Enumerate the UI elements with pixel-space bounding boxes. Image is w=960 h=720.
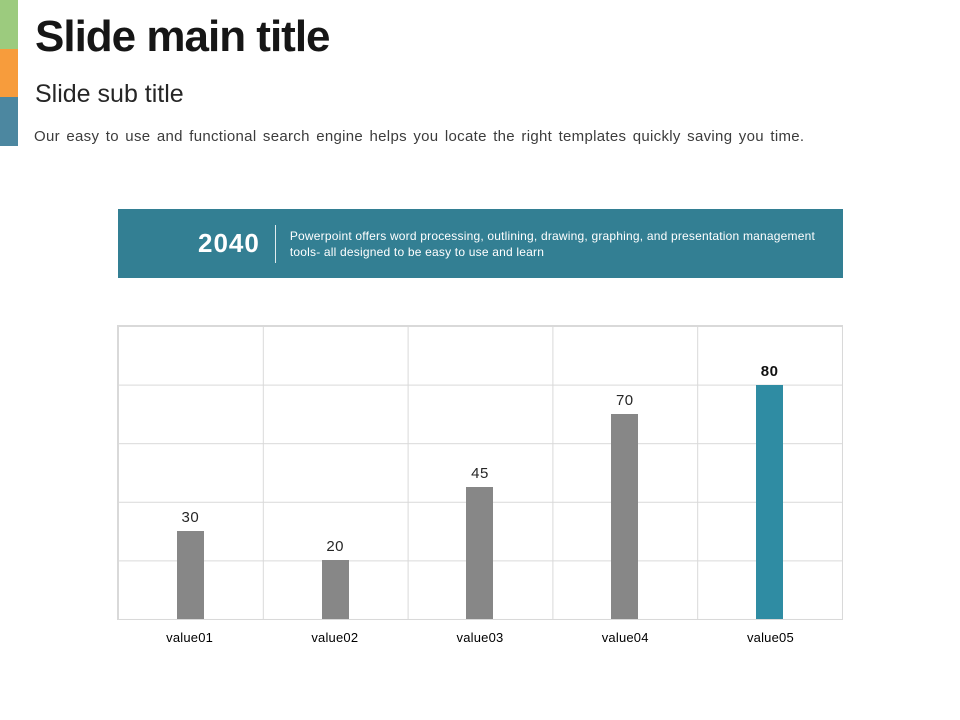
banner-text: Powerpoint offers word processing, outli… — [289, 228, 815, 259]
bar-value-label: 30 — [181, 509, 200, 527]
accent-strip-teal — [0, 97, 18, 146]
bar-value-label: 45 — [471, 465, 489, 483]
accent-strip-green — [0, 0, 18, 49]
x-axis-label: value02 — [311, 630, 359, 645]
accent-strip — [0, 0, 18, 146]
bar — [756, 384, 784, 619]
chart-column: 70 — [552, 326, 697, 619]
x-axis-label: value01 — [166, 630, 214, 645]
slide-subtitle: Slide sub title — [35, 80, 184, 108]
accent-strip-orange — [0, 49, 18, 97]
chart-column: 30 — [118, 326, 263, 619]
x-axis-label: value03 — [456, 630, 504, 645]
chart-column: 45 — [408, 326, 553, 619]
bar-value-label: 70 — [615, 391, 634, 409]
x-axis-label: value05 — [746, 630, 794, 645]
slide-description: Our easy to use and functional search en… — [34, 128, 805, 145]
bar — [176, 531, 204, 619]
banner-year: 2040 — [198, 228, 260, 258]
chart-column: 80 — [697, 326, 842, 619]
info-banner: 2040 Powerpoint offers word processing, … — [118, 209, 843, 278]
chart-xlabels: value01 value02 value03 value04 value05 — [117, 630, 843, 645]
bar-value-label: 20 — [326, 538, 345, 556]
bar-value-label: 80 — [760, 362, 779, 380]
chart-plot: 30 20 45 70 80 — [117, 325, 843, 620]
bar — [466, 487, 494, 619]
x-axis-label: value04 — [601, 630, 649, 645]
slide-title: Slide main title — [35, 12, 331, 61]
chart-column: 20 — [263, 326, 408, 619]
chart-columns: 30 20 45 70 80 — [118, 326, 842, 619]
banner-divider — [274, 224, 276, 263]
bar — [321, 560, 349, 619]
bar — [611, 413, 639, 619]
